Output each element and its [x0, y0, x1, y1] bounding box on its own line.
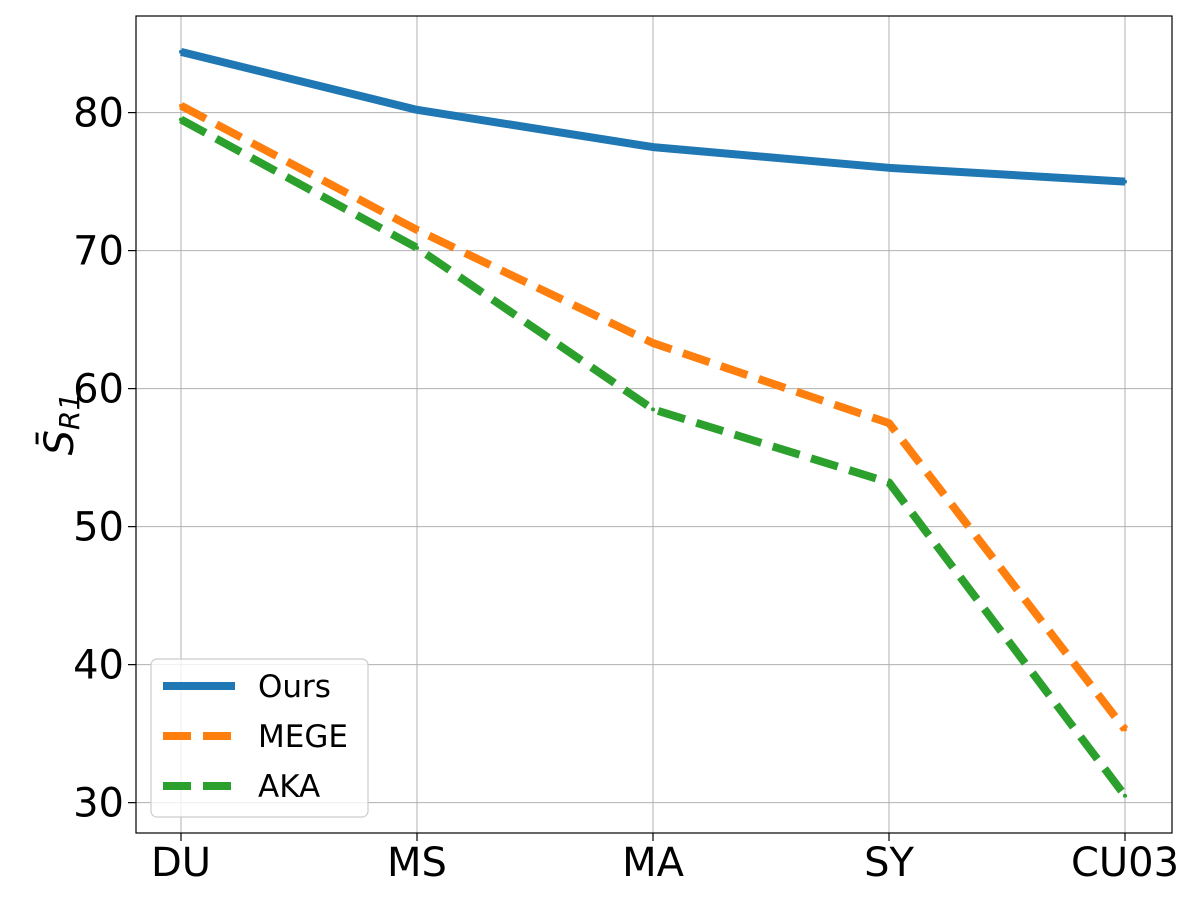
- y-axis-label: S̄R1: [35, 393, 86, 456]
- x-tick-label: SY: [864, 840, 914, 886]
- data-point: [887, 421, 891, 426]
- x-tick-label: DU: [151, 840, 211, 886]
- legend: Ours MEGE AKA: [150, 658, 369, 818]
- legend-label-mege: MEGE: [258, 719, 348, 755]
- x-tick-label: MS: [387, 840, 447, 886]
- data-point: [651, 407, 655, 412]
- y-axis-label-subscript: R1: [53, 393, 86, 430]
- data-point: [179, 49, 183, 54]
- y-axis-label-main: S̄: [35, 430, 83, 455]
- y-tick-label: 30: [73, 781, 124, 827]
- data-point: [179, 117, 183, 122]
- legend-box: [150, 658, 369, 818]
- series-lines: [179, 47, 1129, 799]
- data-point: [887, 165, 891, 170]
- y-tick-label: 40: [73, 643, 124, 689]
- y-axis-ticks: 30 40 50 60 70 80: [73, 91, 136, 827]
- data-point: [415, 107, 419, 112]
- data-point: [415, 227, 419, 232]
- y-tick-label: 50: [73, 505, 124, 551]
- data-point: [1123, 727, 1127, 732]
- plot-frame: [135, 15, 1173, 834]
- y-tick-label: 80: [73, 91, 124, 137]
- y-tick-label: 60: [73, 367, 124, 413]
- x-tick-label: CU03: [1071, 840, 1179, 886]
- data-point: [887, 480, 891, 485]
- data-point: [651, 145, 655, 150]
- svg-text:S̄R1: S̄R1: [35, 393, 86, 456]
- x-axis-ticks: DU MS MA SY CU03: [151, 833, 1179, 886]
- data-point: [651, 341, 655, 346]
- data-point: [1123, 793, 1127, 798]
- y-tick-label: 70: [73, 229, 124, 275]
- x-tick-label: MA: [622, 840, 685, 886]
- series-line-aka: [179, 115, 1129, 799]
- legend-label-aka: AKA: [258, 769, 320, 805]
- data-point: [179, 103, 183, 108]
- data-point: [1123, 179, 1127, 184]
- legend-label-ours: Ours: [258, 669, 331, 705]
- data-point: [415, 245, 419, 250]
